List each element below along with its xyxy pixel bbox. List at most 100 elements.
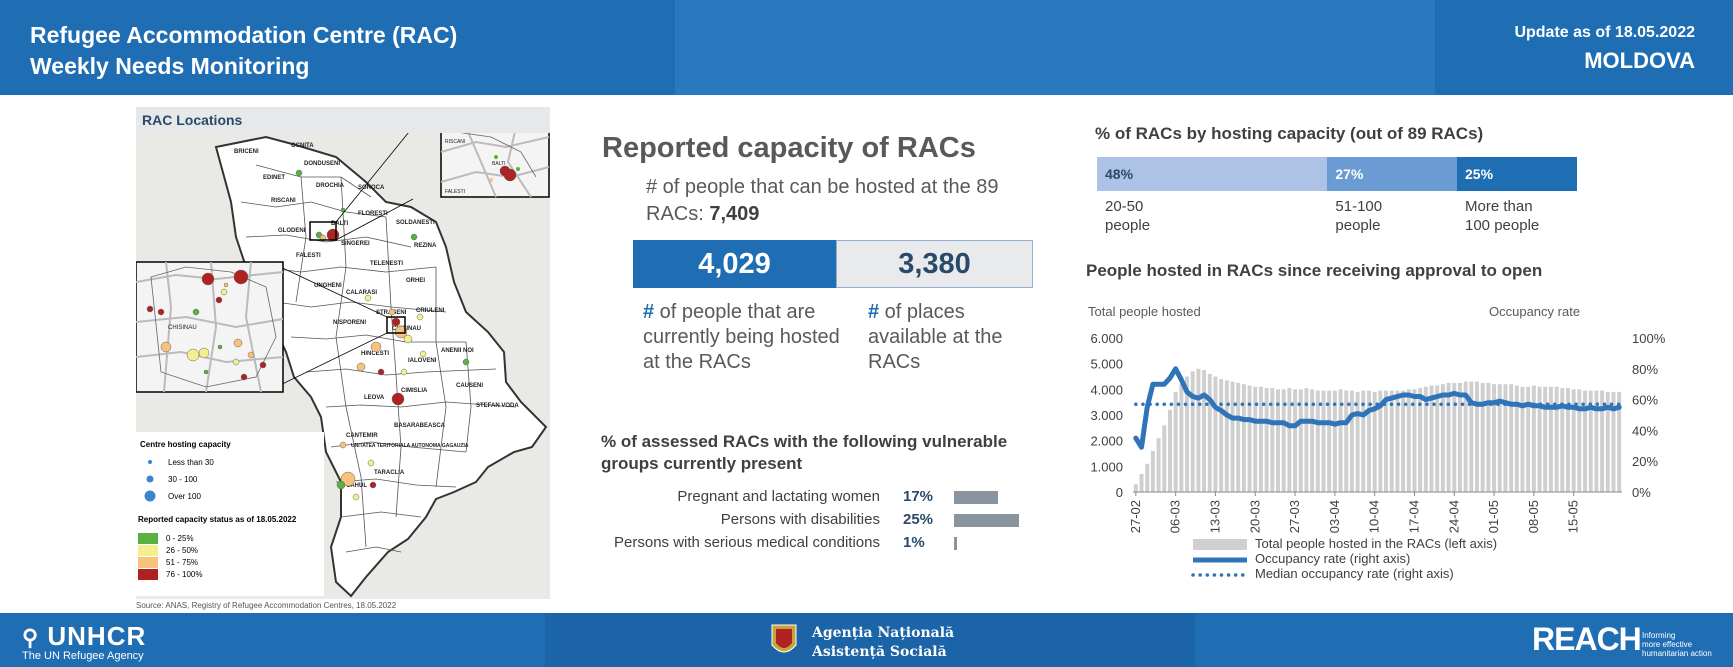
- people-hosted-bar: [1565, 388, 1570, 492]
- people-hosted-bar: [1264, 388, 1269, 492]
- x-axis-tick-label: 08-05: [1526, 500, 1541, 533]
- legend-capacity-item-2: 30 - 100: [168, 475, 198, 484]
- hosted-value-box: 4,029: [633, 240, 836, 288]
- legend-label: Total people hosted in the RACs (left ax…: [1255, 536, 1497, 551]
- label-riscani: RISCANI: [271, 198, 296, 204]
- people-hosted-bar: [1213, 376, 1218, 492]
- people-hosted-bar: [1440, 384, 1445, 492]
- people-hosted-bar: [1327, 390, 1332, 492]
- capacity-subtitle-text: # of people that can be hosted at the 89…: [646, 176, 999, 225]
- people-hosted-bar: [1605, 391, 1610, 492]
- legend-capacity-item-3: Over 100: [168, 492, 201, 501]
- people-hosted-bar: [1366, 390, 1371, 492]
- people-hosted-bar: [1583, 390, 1588, 492]
- legend-capacity-dots: [144, 460, 156, 502]
- right-axis-title: Occupancy rate: [1489, 304, 1581, 319]
- people-hosted-bar: [1167, 409, 1172, 492]
- label-floresti: FLORESTI: [358, 211, 388, 217]
- legend-label: Median occupancy rate (right axis): [1255, 566, 1454, 581]
- people-hosted-bar: [1617, 391, 1622, 492]
- people-chart-title: People hosted in RACs since receiving ap…: [1086, 261, 1543, 280]
- unhcr-name: ⚲ UNHCR: [22, 621, 146, 652]
- people-hosted-bar: [1276, 389, 1280, 492]
- vulnerable-row-label: Pregnant and lactating women: [677, 488, 880, 505]
- people-hosted-bar: [1384, 390, 1389, 492]
- hosting-segment: 48%: [1097, 157, 1328, 191]
- people-hosted-bar: [1452, 382, 1457, 492]
- people-hosted-bar: [1395, 390, 1400, 492]
- people-hosted-bar: [1156, 438, 1161, 492]
- people-hosted-bar: [1241, 384, 1246, 492]
- left-axis-tick: 4.000: [1090, 382, 1123, 397]
- people-hosted-bar: [1560, 388, 1565, 492]
- hosting-label-line-1: 51-100: [1335, 198, 1383, 215]
- people-hosted-bar: [1162, 425, 1167, 492]
- people-hosted-bar: [1202, 370, 1207, 492]
- inset-chisinau: CHISINAU: [136, 261, 284, 393]
- reach-tagline-3: humanitarian action: [1642, 649, 1712, 658]
- hash-symbol: #: [643, 301, 655, 323]
- label-rezina: REZINA: [414, 243, 437, 249]
- label-cantemir: CANTEMIR: [346, 433, 378, 439]
- people-hosted-bar: [1480, 382, 1485, 492]
- hash-symbol: #: [868, 301, 880, 323]
- people-hosted-bar: [1594, 390, 1599, 492]
- people-hosted-bar: [1497, 384, 1502, 492]
- label-edinet: EDINET: [263, 175, 285, 181]
- x-axis-tick-label: 13-03: [1207, 500, 1222, 533]
- district-labels: BRICENI OCNITA DONDUSENI EDINET DROCHIA …: [234, 143, 519, 489]
- label-criuleni: CRIULENI: [416, 308, 445, 314]
- moldova-coat-of-arms-icon: [771, 624, 797, 653]
- vulnerable-row-bar: [954, 491, 999, 504]
- x-axis-tick-label: 01-05: [1486, 500, 1501, 533]
- left-axis-tick: 3.000: [1090, 408, 1123, 423]
- left-axis-tick: 5.000: [1090, 357, 1123, 372]
- label-glodeni: GLODENI: [278, 228, 306, 234]
- people-hosted-bar: [1224, 380, 1229, 492]
- label-telenesti: TELENESTI: [370, 261, 403, 267]
- people-hosted-bar: [1577, 389, 1582, 492]
- people-hosted-bar: [1315, 390, 1320, 492]
- hosting-segment: 27%: [1327, 157, 1457, 191]
- people-hosted-bar: [1179, 384, 1184, 492]
- people-hosted-bar: [1412, 389, 1417, 492]
- x-axis-tick-label: 24-04: [1446, 500, 1461, 533]
- header-bar: Refugee Accommodation Centre (RAC) Weekl…: [0, 0, 1733, 95]
- legend-status-swatch: [138, 533, 158, 544]
- people-hosted-bar: [1588, 390, 1593, 492]
- people-hosted-bar: [1423, 386, 1428, 492]
- left-axis-tick: 2.000: [1090, 434, 1123, 449]
- page-title: Refugee Accommodation Centre (RAC) Weekl…: [30, 20, 457, 82]
- label-falesti: FALESTI: [296, 253, 321, 259]
- inset-balti: RISCANI BALTI FALESTI: [440, 126, 550, 198]
- label-soldanesti: SOLDANESTI: [396, 220, 435, 226]
- inset-label-balti: BALTI: [492, 161, 506, 167]
- people-hosted-bar: [1321, 390, 1326, 492]
- people-hosted-bar: [1258, 386, 1263, 492]
- balti-highlight-box: [309, 221, 337, 241]
- label-drochia: DROCHIA: [316, 183, 345, 189]
- people-hosted-bar: [1310, 389, 1315, 492]
- header-middle-panel: [675, 0, 1435, 95]
- legend-status-swatch: [138, 545, 158, 556]
- inset-label-riscani: RISCANI: [445, 139, 465, 145]
- people-hosted-bar: [1236, 382, 1241, 492]
- people-hosted-bar: [1150, 450, 1155, 492]
- reach-logo: REACH Informing more effective humanitar…: [1532, 621, 1712, 658]
- label-anenii-noi: ANENII NOI: [441, 348, 474, 354]
- inset-label-chisinau: CHISINAU: [168, 325, 197, 331]
- people-hosted-bar: [1281, 389, 1286, 492]
- anas-line-1: Agenția Națională: [812, 625, 955, 641]
- left-axis-title: Total people hosted: [1088, 304, 1201, 319]
- legend-status-label: 26 - 50%: [166, 546, 199, 555]
- right-axis-tick: 100%: [1632, 331, 1666, 346]
- vulnerable-row-bar: [954, 537, 957, 550]
- legend-capacity-item-1: Less than 30: [168, 458, 214, 467]
- left-axis-tick: 1.000: [1090, 459, 1123, 474]
- label-chisinau: CHISINAU: [392, 326, 421, 332]
- reach-tagline-2: more effective: [1642, 640, 1693, 649]
- people-hosted-bar: [1526, 386, 1531, 492]
- reach-name: REACH: [1532, 621, 1642, 657]
- label-donduseni: DONDUSENI: [304, 161, 340, 167]
- available-label: # of places available at the RACs: [868, 300, 1028, 375]
